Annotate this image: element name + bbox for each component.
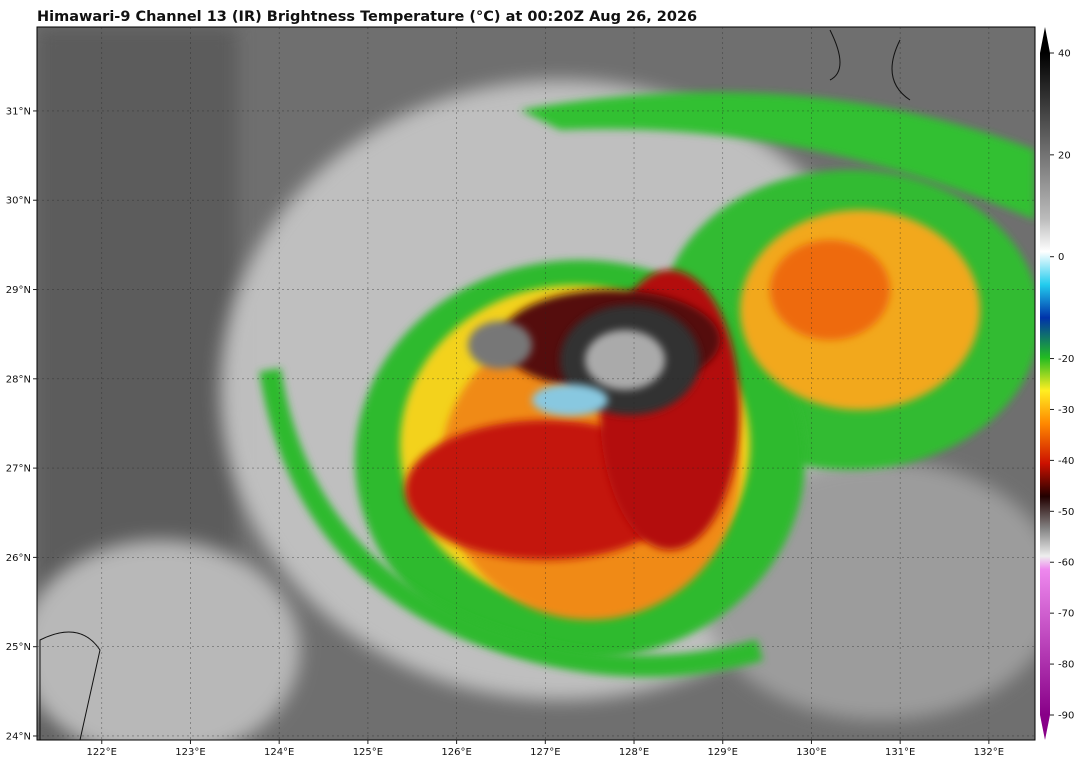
colorbar-tick-label: -70 [1058,609,1074,620]
x-tick-label: 122°E [87,747,117,758]
colorbar-tick-label: -80 [1058,660,1074,671]
colorbar-tick-label: 0 [1058,252,1064,263]
colorbar [1040,27,1050,740]
y-tick-label: 24°N [6,731,31,742]
colorbar-tick-label: -90 [1058,711,1074,722]
x-tick-label: 124°E [264,747,294,758]
colorbar-tick-label: -60 [1058,558,1074,569]
x-tick-label: 130°E [796,747,826,758]
colorbar-tick-label: -20 [1058,354,1074,365]
cloud-imagery [37,27,1035,740]
colorbar-tick-label: 40 [1058,49,1071,60]
colorbar-tick-label: -30 [1058,405,1074,416]
y-tick-label: 28°N [6,374,31,385]
x-tick-label: 127°E [530,747,560,758]
map-frame [36,26,1036,741]
y-tick-label: 29°N [6,285,31,296]
map-title: Himawari-9 Channel 13 (IR) Brightness Te… [37,9,697,25]
colorbar-tick-label: -40 [1058,456,1074,467]
x-tick-label: 131°E [885,747,915,758]
x-tick-label: 132°E [974,747,1004,758]
x-tick-label: 125°E [353,747,383,758]
x-tick-label: 128°E [619,747,649,758]
y-tick-label: 27°N [6,464,31,475]
x-tick-label: 123°E [175,747,205,758]
x-tick-label: 129°E [708,747,738,758]
y-tick-label: 30°N [6,196,31,207]
colorbar-tick-label: -50 [1058,507,1074,518]
x-tick-label: 126°E [441,747,471,758]
y-tick-label: 25°N [6,642,31,653]
colorbar-tick-label: 20 [1058,150,1071,161]
y-tick-label: 26°N [6,553,31,564]
y-tick-label: 31°N [6,106,31,117]
